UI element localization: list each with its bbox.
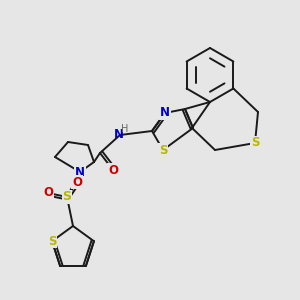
Text: O: O bbox=[108, 164, 118, 176]
Text: N: N bbox=[114, 128, 124, 142]
Text: S: S bbox=[251, 136, 259, 149]
Text: O: O bbox=[43, 187, 53, 200]
Text: N: N bbox=[75, 166, 85, 178]
Text: S: S bbox=[62, 190, 71, 203]
Text: S: S bbox=[48, 235, 56, 248]
Text: H: H bbox=[121, 124, 129, 134]
Text: S: S bbox=[159, 143, 167, 157]
Text: O: O bbox=[72, 176, 82, 188]
Text: N: N bbox=[160, 106, 170, 119]
